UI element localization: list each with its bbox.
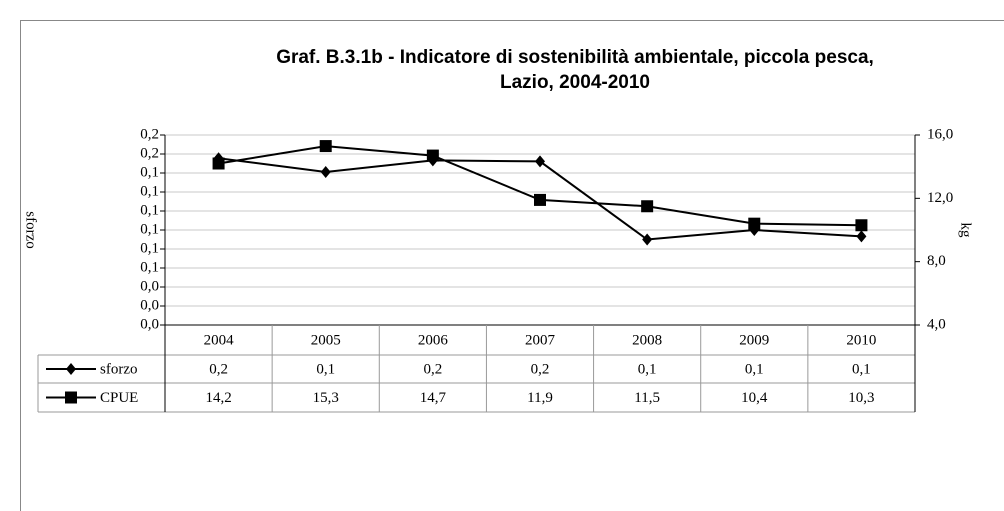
table-value: 10,3	[848, 390, 874, 406]
table-value: 11,9	[527, 390, 553, 406]
y-tick-label: 0,1	[140, 259, 159, 275]
table-value: 0,2	[423, 361, 442, 377]
x-tick-label: 2005	[311, 332, 341, 348]
table-value: 0,1	[745, 361, 764, 377]
marker	[642, 233, 653, 246]
table-value: 0,2	[209, 361, 228, 377]
y-tick-label: 0,1	[140, 183, 159, 199]
marker	[748, 217, 761, 230]
marker	[535, 155, 545, 168]
legend-label: sforzo	[100, 361, 138, 377]
y-tick-label: 0,2	[140, 126, 159, 142]
table-value: 15,3	[313, 390, 339, 406]
y-tick-label: 0,1	[140, 221, 159, 237]
marker	[426, 149, 439, 162]
legend-label: CPUE	[100, 390, 138, 406]
marker	[65, 391, 77, 404]
marker	[319, 140, 332, 153]
marker	[534, 193, 546, 206]
marker	[856, 230, 867, 243]
table-value: 0,1	[316, 361, 335, 377]
y-tick-label: 0,1	[140, 202, 159, 218]
frame	[20, 20, 1004, 511]
marker	[320, 165, 331, 178]
table-value: 14,7	[420, 390, 447, 406]
table-value: 10,4	[741, 390, 768, 406]
y-tick-label: 0,1	[140, 164, 159, 180]
marker	[641, 200, 654, 213]
table-value: 14,2	[205, 390, 231, 406]
y-tick-label: 0,1	[140, 240, 159, 256]
y2-tick-label: 16,0	[927, 126, 953, 142]
marker	[66, 363, 76, 375]
x-tick-label: 2006	[418, 332, 449, 348]
x-tick-label: 2009	[739, 332, 769, 348]
x-tick-label: 2007	[525, 332, 556, 348]
table-value: 0,1	[638, 361, 657, 377]
y-tick-label: 0,2	[140, 145, 159, 161]
y2-tick-label: 4,0	[927, 316, 946, 332]
x-tick-label: 2008	[632, 332, 662, 348]
y-axis-label: sforzo	[23, 211, 39, 249]
marker	[855, 219, 868, 232]
y-tick-label: 0,0	[140, 316, 159, 332]
y-tick-label: 0,0	[140, 297, 159, 313]
chart-title: Graf. B.3.1b - Indicatore di sostenibili…	[276, 47, 874, 68]
table-value: 0,1	[852, 361, 871, 377]
y2-tick-label: 12,0	[927, 190, 953, 206]
table-value: 11,5	[634, 390, 660, 406]
x-tick-label: 2010	[846, 332, 876, 348]
y-tick-label: 0,0	[140, 278, 159, 294]
chart-title: Lazio, 2004-2010	[500, 72, 650, 93]
x-tick-label: 2004	[204, 332, 235, 348]
table-value: 0,2	[531, 361, 550, 377]
marker	[212, 157, 225, 170]
y2-axis-label: kg	[958, 223, 974, 239]
y2-tick-label: 8,0	[927, 253, 946, 269]
